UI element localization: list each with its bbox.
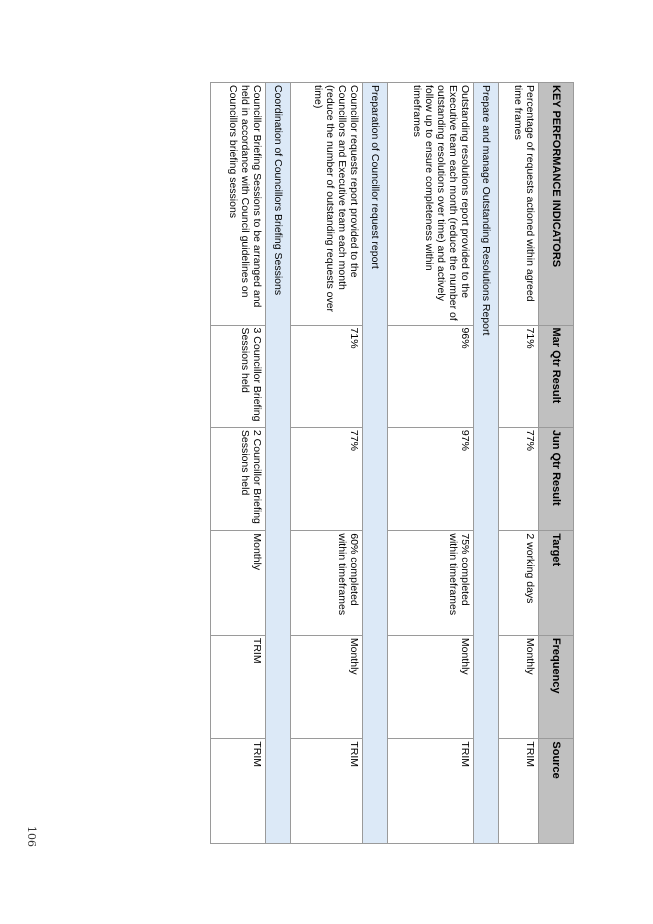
section-title: Preparation of Councillor request report	[362, 82, 388, 844]
header-source: Source	[538, 738, 574, 844]
cell-frequency: Monthly	[387, 635, 474, 739]
section-row: Coordination of Councillors Briefing Ses…	[265, 82, 291, 844]
table-row: Percentage of requests actioned within a…	[498, 82, 539, 844]
cell-mar: 3 Councillor Briefing Sessions held	[210, 325, 266, 428]
kpi-table-rotated: KEY PERFORMANCE INDICATORS Mar Qtr Resul…	[210, 82, 574, 844]
cell-mar: 96%	[387, 325, 474, 428]
cell-source: TRIM	[498, 738, 539, 844]
cell-target: Monthly	[210, 530, 266, 636]
header-mar-qtr: Mar Qtr Result	[538, 325, 574, 428]
cell-source: TRIM	[290, 738, 363, 844]
cell-kpi: Councillor Briefing Sessions to be arran…	[210, 82, 266, 326]
cell-jun: 97%	[387, 427, 474, 531]
section-title: Coordination of Councillors Briefing Ses…	[265, 82, 291, 844]
cell-frequency: Monthly	[498, 635, 539, 739]
cell-target: 2 working days	[498, 530, 539, 636]
header-target: Target	[538, 530, 574, 636]
cell-source: TRIM	[210, 738, 266, 844]
header-frequency: Frequency	[538, 635, 574, 739]
table-header-row: KEY PERFORMANCE INDICATORS Mar Qtr Resul…	[538, 82, 574, 844]
cell-kpi: Percentage of requests actioned within a…	[498, 82, 539, 326]
cell-jun: 77%	[290, 427, 363, 531]
section-row: Preparation of Councillor request report	[362, 82, 388, 844]
table-row: Outstanding resolutions report provided …	[387, 82, 474, 844]
kpi-table: KEY PERFORMANCE INDICATORS Mar Qtr Resul…	[210, 82, 574, 844]
table-row: Councillor requests report provided to t…	[290, 82, 363, 844]
section-row: Prepare and manage Outstanding Resolutio…	[473, 82, 499, 844]
section-title: Prepare and manage Outstanding Resolutio…	[473, 82, 499, 844]
header-jun-qtr: Jun Qtr Result	[538, 427, 574, 531]
cell-jun: 2 Councillor Briefing Sessions held	[210, 427, 266, 531]
cell-source: TRIM	[387, 738, 474, 844]
cell-kpi: Councillor requests report provided to t…	[290, 82, 363, 326]
table-row: Councillor Briefing Sessions to be arran…	[210, 82, 266, 844]
cell-frequency: Monthly	[290, 635, 363, 739]
cell-kpi: Outstanding resolutions report provided …	[387, 82, 474, 326]
page-number: 106	[25, 826, 38, 847]
cell-frequency: TRIM	[210, 635, 266, 739]
cell-jun: 77%	[498, 427, 539, 531]
cell-mar: 71%	[290, 325, 363, 428]
cell-mar: 71%	[498, 325, 539, 428]
cell-target: 75% completed within timeframes	[387, 530, 474, 636]
cell-target: 60% completed within timeframes	[290, 530, 363, 636]
header-kpi: KEY PERFORMANCE INDICATORS	[538, 82, 574, 326]
